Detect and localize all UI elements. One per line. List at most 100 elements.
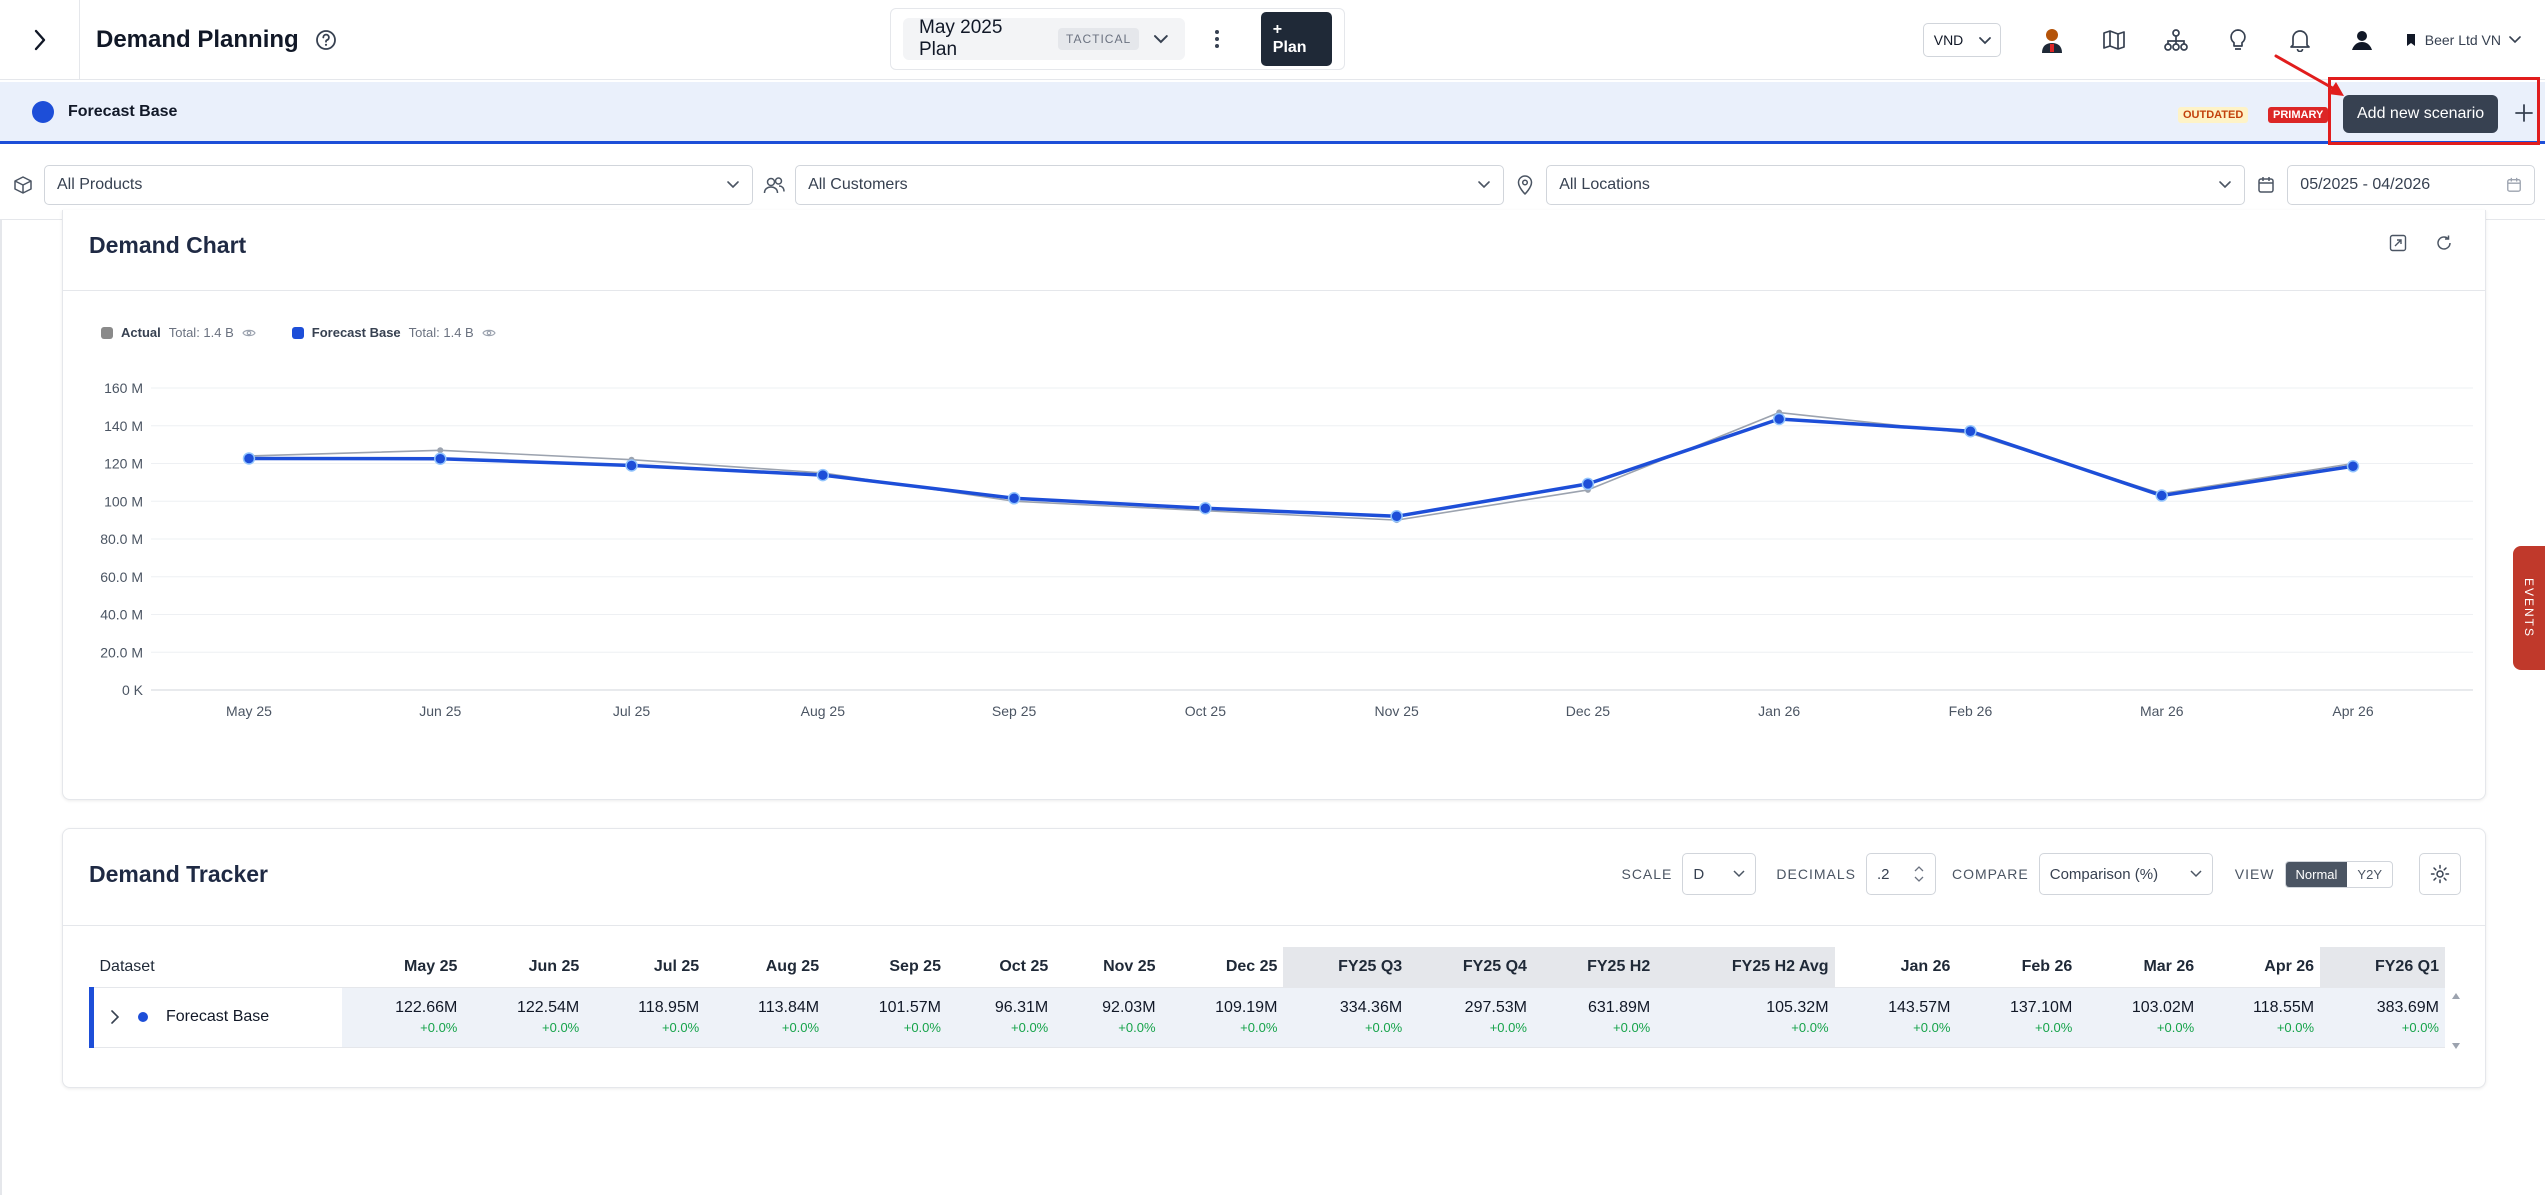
value-cell[interactable]: 105.32M +0.0% — [1656, 986, 1835, 1048]
value-cell[interactable]: 383.69M +0.0% — [2320, 986, 2445, 1048]
table-row: Forecast Base 122.66M +0.0% 122.54M +0.0% … — [89, 986, 2445, 1048]
cell-change: +0.0% — [542, 1020, 580, 1035]
help-icon[interactable] — [315, 29, 337, 51]
x-tick-label: Jan 26 — [1758, 703, 1800, 719]
plan-type-badge: TACTICAL — [1058, 28, 1140, 50]
more-vertical-icon — [1214, 30, 1219, 48]
value-cell[interactable]: 118.55M +0.0% — [2200, 986, 2321, 1048]
value-cell[interactable]: 122.54M +0.0% — [463, 986, 586, 1048]
cell-value: 334.36M — [1339, 999, 1403, 1016]
stepper-arrows-icon[interactable] — [1913, 863, 1925, 885]
value-cell[interactable]: 122.66M +0.0% — [341, 986, 464, 1048]
value-cell[interactable]: 113.84M +0.0% — [705, 986, 826, 1048]
x-tick-label: Oct 25 — [1185, 703, 1226, 719]
demand-line-chart: 0 K 20.0 M 40.0 M 60.0 M 80.0 M 100 M 120 M 140… — [100, 380, 2473, 719]
insights-button[interactable] — [2207, 20, 2269, 60]
tracker-controls: SCALE D DECIMALS .2 COMPARE Comparison (… — [1621, 853, 2461, 895]
date-range-filter[interactable]: 05/2025 - 04/2026 — [2287, 164, 2536, 205]
gear-icon — [2430, 864, 2450, 884]
products-filter-value: All Products — [56, 175, 143, 193]
refresh-chart-button[interactable] — [2435, 234, 2453, 257]
compare-select[interactable]: Comparison (%) — [2038, 853, 2213, 895]
data-point — [2346, 459, 2360, 473]
tracker-header-divider — [63, 925, 2485, 926]
value-cell[interactable]: 96.31M +0.0% — [946, 986, 1055, 1048]
legend-item-forecast-base[interactable]: Forecast Base Total: 1.4 B — [291, 325, 496, 340]
value-cell[interactable]: 103.02M +0.0% — [2078, 986, 2201, 1048]
column-header: May 25 — [404, 957, 458, 975]
legend-item-actual[interactable]: Actual Total: 1.4 B — [101, 325, 256, 340]
value-cell[interactable]: 101.57M +0.0% — [825, 986, 947, 1048]
column-header: Feb 26 — [2021, 957, 2073, 975]
eye-icon[interactable] — [482, 328, 496, 338]
cell-change: +0.0% — [1364, 1020, 1403, 1035]
value-cell[interactable]: 631.89M +0.0% — [1532, 986, 1657, 1048]
add-scenario-button[interactable] — [2506, 98, 2542, 128]
value-cell[interactable]: 118.95M +0.0% — [585, 986, 706, 1048]
left-rail-divider — [0, 220, 2, 1195]
value-cell[interactable]: 92.03M +0.0% — [1054, 986, 1162, 1048]
compare-value: Comparison (%) — [2049, 865, 2159, 883]
notifications-button[interactable] — [2269, 20, 2331, 60]
chevron-down-icon — [1733, 870, 1745, 878]
company-name: Beer Ltd VN — [2424, 32, 2501, 48]
table-scroll-arrows-icon[interactable] — [2451, 991, 2461, 1051]
user-avatar-button[interactable] — [2021, 20, 2083, 60]
page-title: Demand Planning — [96, 25, 299, 53]
column-header: Oct 25 — [999, 957, 1049, 975]
currency-select[interactable]: VND — [1922, 23, 2001, 57]
expand-sidebar-button[interactable] — [0, 0, 80, 80]
filter-bar: All Products All Customers All Locations… — [0, 150, 2545, 220]
value-cell[interactable]: 143.57M +0.0% — [1834, 986, 1957, 1048]
bookmark-icon — [2406, 34, 2415, 46]
events-side-tab[interactable]: EVENTS — [2513, 546, 2545, 670]
data-point — [625, 459, 638, 472]
account-button[interactable] — [2331, 20, 2393, 60]
customers-filter[interactable]: All Customers — [795, 164, 1505, 205]
x-tick-label: Apr 26 — [2332, 703, 2373, 719]
cell-change: +0.0% — [2276, 1020, 2315, 1035]
scenario-tab-forecast-base[interactable]: Forecast Base — [68, 102, 178, 120]
products-filter[interactable]: All Products — [43, 164, 754, 205]
column-header: FY25 Q4 — [1408, 947, 1533, 987]
expand-row-icon[interactable] — [110, 1009, 120, 1025]
cell-value: 631.89M — [1587, 999, 1651, 1016]
box-icon — [14, 175, 32, 194]
company-select[interactable]: Beer Ltd VN — [2405, 32, 2521, 48]
decimals-stepper[interactable]: .2 — [1865, 853, 1936, 895]
value-cell[interactable]: 297.53M +0.0% — [1408, 986, 1533, 1048]
cell-value: 143.57M — [1888, 999, 1951, 1016]
users-icon — [763, 176, 785, 193]
top-bar: Demand Planning May 2025 Plan TACTICAL +… — [0, 0, 2545, 80]
cell-change: +0.0% — [2035, 1020, 2073, 1035]
locations-filter[interactable]: All Locations — [1546, 164, 2246, 205]
value-cell[interactable]: 137.10M +0.0% — [1956, 986, 2079, 1048]
column-header: Jul 25 — [653, 957, 700, 975]
cell-value: 105.32M — [1766, 999, 1829, 1016]
y-tick-label: 100 M — [104, 493, 143, 509]
add-plan-button[interactable]: + Plan — [1260, 12, 1332, 66]
decimals-value: .2 — [1876, 865, 1890, 883]
hierarchy-button[interactable] — [2145, 20, 2207, 60]
map-button[interactable] — [2083, 20, 2145, 60]
tracker-settings-button[interactable] — [2419, 853, 2461, 895]
view-normal-option[interactable]: Normal — [2285, 861, 2348, 887]
legend-total: Total: 1.4 B — [408, 325, 474, 340]
legend-swatch-forecast — [291, 326, 304, 339]
bell-icon — [2289, 30, 2310, 52]
chevron-down-icon — [2219, 181, 2232, 189]
value-cell[interactable]: 109.19M +0.0% — [1161, 986, 1284, 1048]
chart-legend: Actual Total: 1.4 B Forecast Base Total:… — [101, 325, 522, 340]
cell-change: +0.0% — [1011, 1020, 1049, 1035]
x-tick-label: Sep 25 — [992, 703, 1037, 719]
eye-icon[interactable] — [242, 328, 256, 338]
chevron-down-icon — [2190, 870, 2202, 878]
series-line-forecast-base — [248, 417, 2354, 519]
plan-more-button[interactable] — [1207, 24, 1227, 54]
value-cell[interactable]: 334.36M +0.0% — [1283, 986, 1409, 1048]
view-y2y-option[interactable]: Y2Y — [2357, 866, 2382, 882]
expand-chart-button[interactable] — [2389, 234, 2407, 257]
scale-select[interactable]: D — [1682, 853, 1757, 895]
plan-select[interactable]: May 2025 Plan TACTICAL — [903, 17, 1185, 60]
demand-chart-card: Demand Chart Actual Total: 1.4 B Forecas… — [62, 210, 2486, 800]
